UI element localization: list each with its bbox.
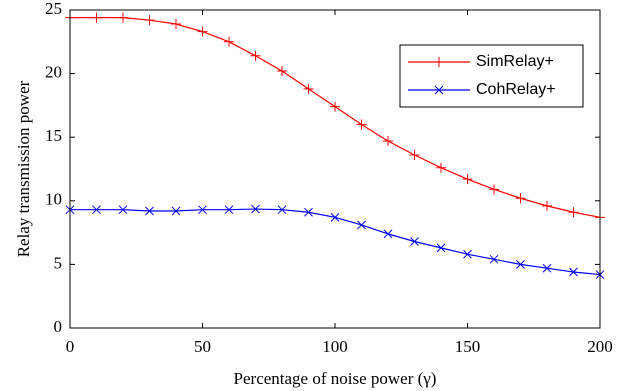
marker [197,26,208,37]
marker [303,83,314,94]
marker [330,101,340,112]
marker [383,136,393,147]
marker [436,243,446,253]
legend-label: SimRelay+ [476,53,554,70]
marker [410,237,419,246]
marker [542,200,552,211]
x-tick-label: 100 [322,337,348,356]
marker [434,57,444,67]
marker [224,205,234,215]
x-tick-label: 150 [455,337,481,356]
marker [356,119,367,130]
marker [144,15,155,26]
marker [118,12,128,23]
marker [171,18,181,29]
marker [463,249,472,259]
y-tick-label: 10 [45,190,62,209]
marker [145,206,154,216]
y-axis-label: Relay transmission power [14,80,33,257]
marker [436,162,446,173]
marker [568,207,579,218]
marker [118,205,128,215]
marker [224,36,234,47]
marker [277,205,287,215]
y-tick-label: 0 [54,317,63,336]
legend-box [399,44,584,108]
marker [330,212,340,222]
marker [91,12,102,23]
marker [409,150,420,161]
marker [251,204,260,214]
marker [542,263,552,273]
marker [383,229,393,239]
marker [198,205,207,215]
y-tick-label: 25 [45,0,62,18]
x-tick-label: 50 [194,337,211,356]
marker [489,254,499,264]
marker [250,50,261,61]
x-tick-label: 0 [66,337,75,356]
marker [515,193,526,204]
legend-label: CohRelay+ [476,81,556,98]
marker [462,174,473,185]
marker [569,267,578,277]
y-tick-label: 5 [54,253,63,272]
marker [171,206,181,216]
x-axis-label: Percentage of noise power (γ) [234,369,437,388]
y-tick-label: 15 [45,126,62,145]
x-tick-label: 200 [587,337,613,356]
marker [304,207,313,217]
marker [516,260,525,269]
marker [357,220,366,230]
y-tick-label: 20 [45,63,62,82]
plot-frame [69,9,601,329]
marker [277,66,287,77]
marker [434,85,444,95]
marker [489,184,499,195]
marker [92,205,101,215]
